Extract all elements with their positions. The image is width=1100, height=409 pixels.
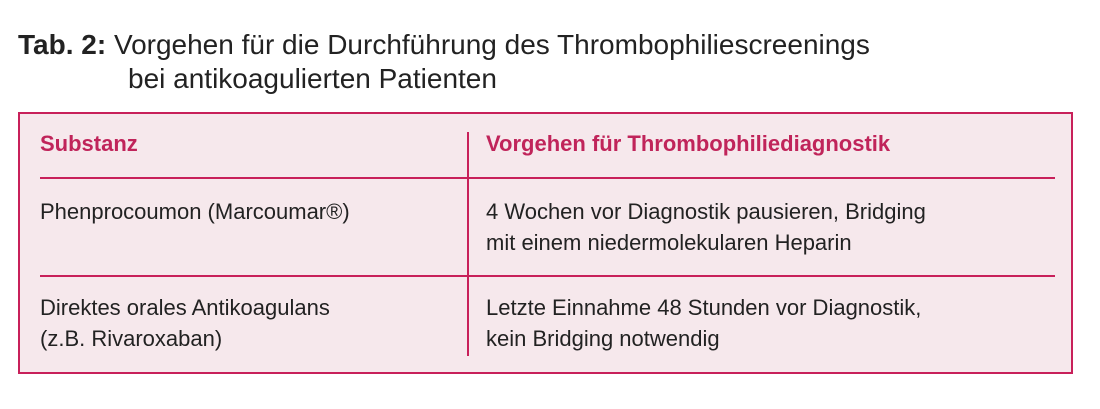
row-divider xyxy=(40,177,1055,179)
cell-line: (z.B. Rivaroxaban) xyxy=(40,326,223,351)
cell-line: Letzte Einnahme 48 Stunden vor Diagnosti… xyxy=(486,295,922,320)
table-row-1-substance: Phenprocoumon (Marcoumar®) xyxy=(40,196,350,227)
table-row-2-procedure: Letzte Einnahme 48 Stunden vor Diagnosti… xyxy=(486,292,921,354)
cell-line: 4 Wochen vor Diagnostik pausieren, Bridg… xyxy=(486,199,926,224)
table: Substanz Vorgehen für Thrombophiliediagn… xyxy=(18,112,1073,374)
cell-line: kein Bridging notwendig xyxy=(486,326,720,351)
caption-label: Tab. 2: xyxy=(18,29,107,60)
cell-line: Direktes orales Antikoagulans xyxy=(40,295,330,320)
row-divider xyxy=(40,275,1055,277)
column-divider xyxy=(467,132,469,356)
table-row-2-substance: Direktes orales Antikoagulans (z.B. Riva… xyxy=(40,292,330,354)
header-substance: Substanz xyxy=(40,131,138,156)
header-procedure: Vorgehen für Thrombophiliediagnostik xyxy=(486,131,891,156)
caption-line2: bei antikoagulierten Patienten xyxy=(128,63,497,94)
caption-line1: Vorgehen für die Durchführung des Thromb… xyxy=(113,29,870,60)
table-row-1-procedure: 4 Wochen vor Diagnostik pausieren, Bridg… xyxy=(486,196,926,258)
cell-line: Phenprocoumon (Marcoumar®) xyxy=(40,199,350,224)
table-caption: Tab. 2: Vorgehen für die Durchführung de… xyxy=(18,28,870,94)
cell-line: mit einem niedermolekularen Heparin xyxy=(486,230,852,255)
